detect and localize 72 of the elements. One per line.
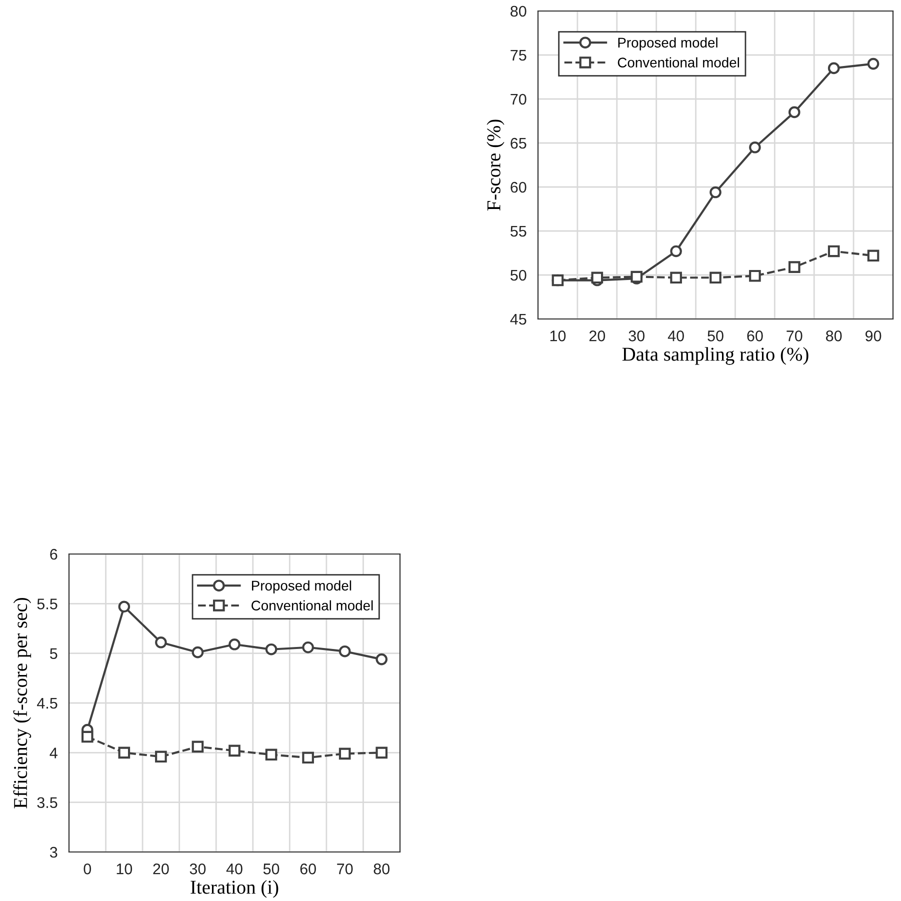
point [670, 272, 682, 284]
y-tick-label: 70 [510, 94, 526, 105]
legend-label: Conventional model [618, 57, 739, 68]
legend-label: Proposed model [252, 580, 352, 594]
y-tick-label: 4 [50, 748, 58, 758]
x-tick-label: 90 [866, 330, 882, 342]
point [828, 62, 840, 74]
x-tick-label: 60 [747, 330, 763, 342]
x-tick-label: 40 [226, 864, 242, 874]
point [228, 638, 240, 650]
y-tick-label: 60 [510, 182, 526, 193]
y-tick-label: 5 [50, 648, 58, 660]
y-axis-title: F-score (%) [486, 120, 504, 211]
y-tick-label: 3 [50, 846, 58, 858]
point [552, 274, 564, 286]
point [265, 748, 278, 761]
point [338, 645, 351, 658]
legend-label: Conventional model [252, 600, 373, 610]
y-tick-label: 75 [510, 50, 526, 61]
x-axis-title: Iteration (i) [190, 880, 278, 898]
y-tick-label: 45 [510, 314, 526, 325]
x-tick-label: 50 [263, 864, 280, 874]
point [118, 746, 130, 759]
x-tick-label: 40 [668, 330, 684, 342]
point [749, 141, 761, 154]
y-tick-label: 3.5 [37, 797, 58, 808]
y-tick-label: 4.5 [37, 698, 58, 709]
point [710, 272, 722, 284]
y-tick-label: 80 [510, 6, 526, 17]
point [155, 750, 167, 763]
y-tick-label: 5.5 [37, 598, 58, 610]
x-tick-label: 10 [550, 330, 566, 342]
point [302, 752, 314, 764]
point [228, 744, 240, 757]
point [710, 186, 722, 198]
x-tick-label: 30 [190, 864, 206, 874]
x-tick-label: 70 [786, 330, 802, 342]
point [265, 643, 278, 656]
legend-label: Proposed model [618, 37, 718, 50]
point [867, 250, 880, 262]
point [81, 730, 94, 743]
point [670, 245, 682, 258]
x-axis-title: Data sampling ratio (%) [622, 347, 808, 365]
point [749, 270, 761, 282]
x-tick-label: 20 [589, 330, 606, 342]
point [192, 740, 204, 753]
y-tick-label: 55 [510, 226, 526, 237]
x-tick-label: 80 [374, 864, 390, 874]
point [302, 641, 314, 654]
y-tick-label: 6 [50, 548, 58, 560]
point [788, 106, 800, 118]
x-tick-label: 10 [116, 864, 132, 874]
y-axis-title: Efficiency (f-score per sec) [13, 598, 32, 808]
point [788, 261, 800, 273]
point [376, 746, 388, 759]
x-tick-label: 30 [628, 330, 645, 342]
x-tick-label: 0 [84, 864, 92, 874]
y-tick-label: 50 [510, 270, 526, 281]
point [867, 58, 880, 70]
x-tick-label: 70 [337, 864, 353, 874]
x-tick-label: 20 [153, 864, 169, 874]
point [376, 653, 388, 666]
x-tick-label: 80 [826, 330, 842, 342]
x-tick-label: 50 [708, 330, 724, 342]
point [118, 600, 130, 613]
point [192, 646, 204, 658]
point [591, 272, 604, 284]
x-tick-label: 60 [300, 864, 316, 874]
point [155, 636, 167, 648]
point [828, 245, 840, 258]
y-tick-label: 65 [510, 138, 526, 149]
point [338, 748, 351, 760]
